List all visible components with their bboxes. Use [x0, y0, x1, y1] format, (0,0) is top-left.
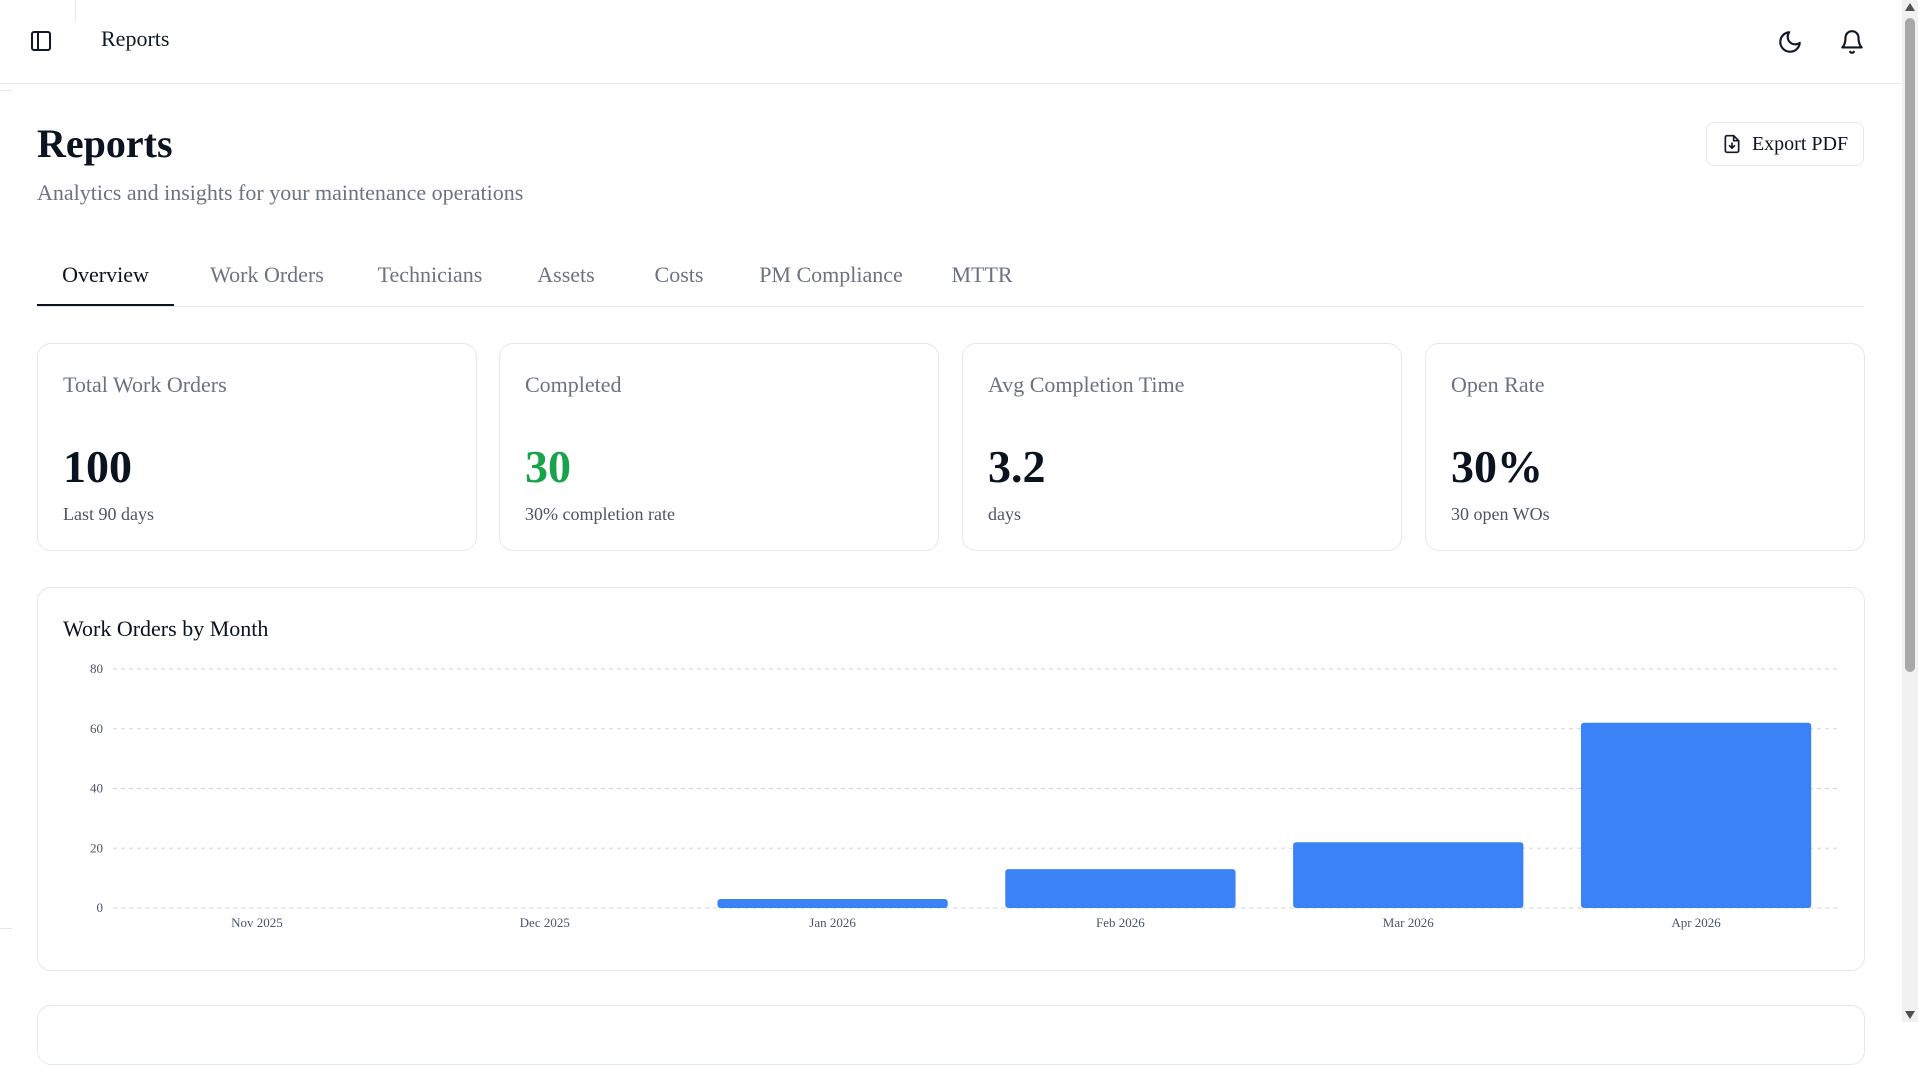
stat-label: Total Work Orders	[63, 372, 227, 397]
export-pdf-button[interactable]: Export PDF	[1706, 122, 1864, 166]
stat-card-completed: Completed 30 30% completion rate	[499, 343, 939, 551]
x-tick-label: Jan 2026	[809, 915, 856, 930]
tab-assets[interactable]: Assets	[537, 262, 595, 287]
next-report-card	[37, 1005, 1865, 1065]
sidebar-toggle-icon	[31, 31, 51, 51]
bar	[1293, 842, 1524, 908]
stat-note: Last 90 days	[63, 504, 154, 524]
bar	[717, 899, 948, 908]
page-scrollbar[interactable]	[1902, 0, 1918, 1022]
y-tick-label: 20	[90, 840, 103, 855]
x-tick-label: Mar 2026	[1383, 915, 1434, 930]
stat-value: 30%	[1451, 441, 1543, 492]
page-title: Reports	[37, 121, 173, 166]
sidebar-edge-mark	[0, 928, 12, 929]
page-subtitle: Analytics and insights for your maintena…	[37, 180, 524, 205]
y-tick-label: 0	[97, 900, 104, 915]
stat-card-open-rate: Open Rate 30% 30 open WOs	[1425, 343, 1865, 551]
stat-value: 100	[63, 441, 132, 492]
x-tick-label: Dec 2025	[520, 915, 570, 930]
tab-overview[interactable]: Overview	[37, 256, 174, 306]
report-tabs: Overview Work Orders Technicians Assets …	[37, 256, 1864, 307]
sidebar-edge-mark	[0, 90, 12, 91]
stat-value: 3.2	[988, 441, 1046, 492]
y-tick-label: 40	[90, 781, 103, 796]
stat-note: 30 open WOs	[1451, 504, 1550, 524]
export-pdf-label: Export PDF	[1751, 132, 1849, 155]
chart-title: Work Orders by Month	[63, 616, 269, 641]
y-tick-label: 80	[90, 661, 103, 676]
stat-label: Avg Completion Time	[988, 372, 1185, 397]
work-orders-by-month-card: Work Orders by Month 0 20 40 60 80 Nov 2025 De…	[37, 587, 1865, 971]
notifications-button[interactable]	[1832, 22, 1872, 62]
bar	[1005, 869, 1236, 908]
tab-technicians[interactable]: Technicians	[377, 262, 483, 287]
stat-card-avg-completion-time: Avg Completion Time 3.2 days	[962, 343, 1402, 551]
stat-value: 30	[525, 441, 571, 492]
bar	[1580, 722, 1812, 908]
stat-label: Open Rate	[1451, 372, 1545, 397]
x-tick-label: Feb 2026	[1096, 915, 1145, 930]
stat-note: 30% completion rate	[525, 504, 675, 524]
scroll-down-arrow-icon[interactable]	[1905, 1011, 1915, 1019]
file-download-icon	[1724, 134, 1740, 154]
moon-icon	[1779, 31, 1801, 53]
stat-card-total-work-orders: Total Work Orders 100 Last 90 days	[37, 343, 477, 551]
stat-note: days	[988, 504, 1021, 524]
theme-toggle-button[interactable]	[1770, 22, 1810, 62]
tab-pm-compliance[interactable]: PM Compliance	[759, 262, 903, 287]
scrollbar-thumb[interactable]	[1905, 18, 1915, 672]
y-tick-label: 60	[90, 721, 103, 736]
tab-costs[interactable]: Costs	[654, 262, 704, 287]
top-bar: Reports	[0, 0, 1902, 84]
bell-icon	[1841, 30, 1863, 54]
tab-work-orders[interactable]: Work Orders	[210, 262, 324, 287]
sidebar-toggle-button[interactable]	[22, 26, 60, 56]
sidebar-edge-divider	[75, 0, 76, 22]
tab-mttr[interactable]: MTTR	[951, 262, 1013, 287]
work-orders-bar-chart: 0 20 40 60 80 Nov 2025 Dec 2025 Jan 2026 Feb 202…	[90, 661, 1840, 930]
stat-label: Completed	[525, 372, 622, 397]
x-tick-label: Apr 2026	[1671, 915, 1721, 930]
x-tick-label: Nov 2025	[231, 915, 283, 930]
scroll-up-arrow-icon[interactable]	[1905, 3, 1915, 11]
breadcrumb: Reports	[101, 26, 170, 51]
